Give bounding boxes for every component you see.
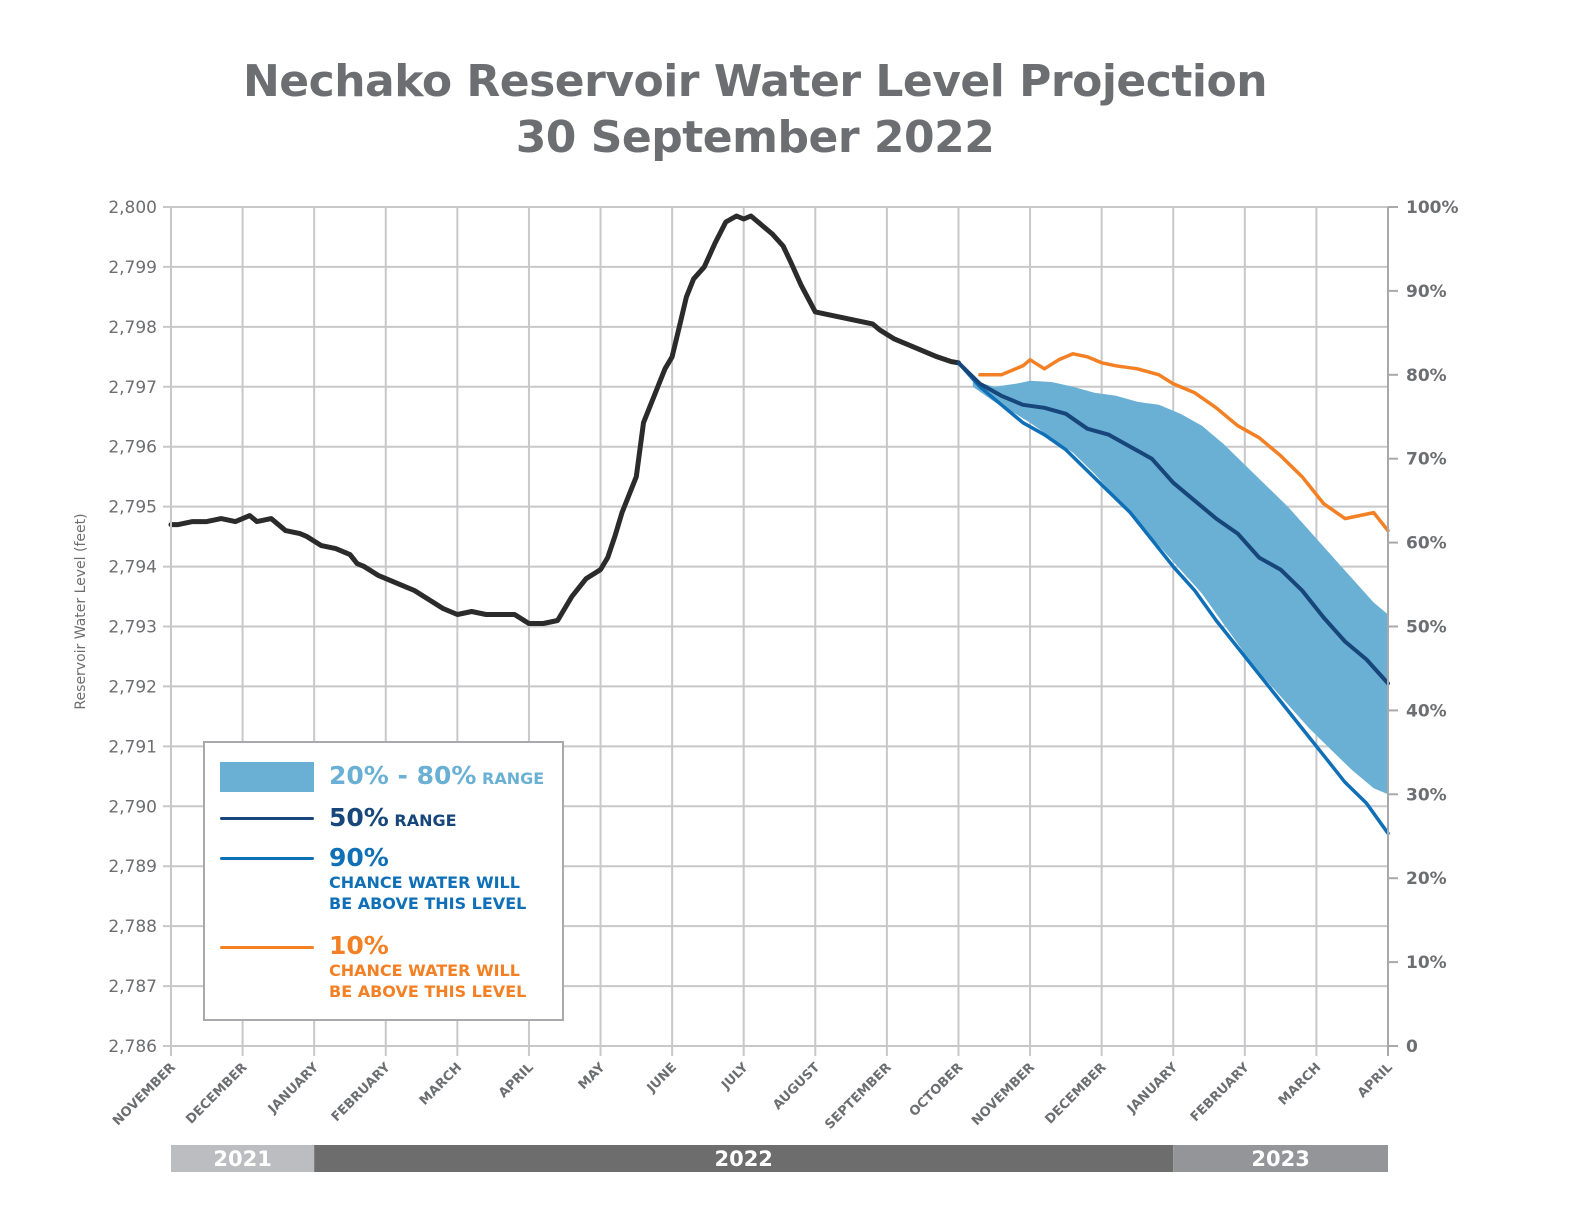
legend-p10-line2: BE ABOVE THIS LEVEL <box>329 982 527 1001</box>
x-tick-label: JULY <box>718 1060 752 1094</box>
y-tick-label: 2,798 <box>108 318 157 338</box>
legend-label-p10: 10% CHANCE WATER WILL BE ABOVE THIS LEVE… <box>329 931 526 1002</box>
legend-label-band: 20% - 80% RANGE <box>329 761 544 790</box>
legend-label-median: 50% RANGE <box>329 803 457 832</box>
y-tick-label: 2,790 <box>108 797 157 817</box>
x-tick-label: JUNE <box>644 1060 680 1096</box>
series-lines <box>168 213 1390 836</box>
legend: 20% - 80% RANGE 50% RANGE 90% CHANCE WAT… <box>203 741 564 1021</box>
historical-line <box>168 213 961 626</box>
legend-median-pct: 50% <box>329 803 389 832</box>
right-tick-label: 90% <box>1406 282 1447 302</box>
x-tick-label: JANUARY <box>1124 1060 1181 1117</box>
p10-line <box>978 352 1390 533</box>
year-bar: 2021 2022 2023 <box>171 1145 1388 1172</box>
legend-p90-line1: CHANCE WATER WILL <box>329 873 520 892</box>
band-20-80 <box>972 380 1388 795</box>
y-tick-label: 2,795 <box>108 498 157 518</box>
chart-subtitle: 30 September 2022 <box>515 112 995 163</box>
year-band-2021 <box>171 1145 315 1172</box>
legend-band-pct: 20% - 80% <box>329 761 477 790</box>
y-tick-label: 2,797 <box>108 378 157 398</box>
median-line <box>956 360 1390 686</box>
x-tick-label: FEBRUARY <box>1188 1060 1253 1125</box>
year-label: 2021 <box>213 1147 271 1171</box>
year-band-2023 <box>1173 1145 1388 1172</box>
legend-swatch-p90 <box>220 857 314 860</box>
right-tick-label: 10% <box>1406 953 1447 973</box>
legend-swatch-median <box>220 817 314 820</box>
legend-p90-pct: 90% <box>329 843 389 872</box>
legend-p10-line1: CHANCE WATER WILL <box>329 961 520 980</box>
right-tick-label: 30% <box>1406 785 1447 805</box>
x-tick-label: MARCH <box>1276 1060 1324 1108</box>
right-tick-label: 20% <box>1406 869 1447 889</box>
y-tick-label: 2,788 <box>108 917 157 937</box>
right-tick-label: 70% <box>1406 450 1447 470</box>
y-axis-label: Reservoir Water Level (feet) <box>73 513 89 709</box>
y-tick-label: 2,796 <box>108 438 157 458</box>
x-tick-label: FEBRUARY <box>329 1060 394 1125</box>
band-20-80-area <box>972 380 1388 795</box>
legend-p90-line2: BE ABOVE THIS LEVEL <box>329 894 527 913</box>
x-tick-label: NOVEMBER <box>110 1060 179 1129</box>
y-tick-label: 2,794 <box>108 558 157 578</box>
right-tick-label: 40% <box>1406 701 1447 721</box>
legend-band-word: RANGE <box>482 769 545 788</box>
x-tick-label: APRIL <box>1355 1060 1396 1101</box>
y-tick-label: 2,789 <box>108 857 157 877</box>
year-label: 2022 <box>714 1147 772 1171</box>
y-tick-label: 2,786 <box>108 1037 157 1057</box>
right-tick-label: 50% <box>1406 618 1447 638</box>
x-tick-label: APRIL <box>496 1060 537 1101</box>
p90-line <box>956 361 1390 836</box>
chart-title: Nechako Reservoir Water Level Projection <box>242 56 1268 107</box>
year-label: 2023 <box>1251 1147 1309 1171</box>
x-tick-label: MAY <box>576 1060 609 1093</box>
x-tick-label: DECEMBER <box>183 1060 250 1127</box>
x-tick-label: NOVEMBER <box>969 1060 1038 1129</box>
x-tick-label: DECEMBER <box>1042 1060 1109 1127</box>
legend-swatch-p10 <box>220 946 314 949</box>
y-tick-label: 2,791 <box>108 737 157 757</box>
x-tick-label: OCTOBER <box>907 1060 967 1120</box>
legend-median-word: RANGE <box>394 811 457 830</box>
y-tick-label: 2,799 <box>108 258 157 278</box>
x-tick-label: JANUARY <box>265 1060 322 1117</box>
legend-label-p90: 90% CHANCE WATER WILL BE ABOVE THIS LEVE… <box>329 843 526 914</box>
x-tick-label: MARCH <box>417 1060 465 1108</box>
right-tick-label: 0 <box>1406 1037 1418 1057</box>
legend-swatch-band <box>220 762 314 792</box>
y-tick-label: 2,793 <box>108 618 157 638</box>
y-tick-label: 2,800 <box>108 198 157 218</box>
right-tick-label: 80% <box>1406 366 1447 386</box>
legend-p10-pct: 10% <box>329 931 389 960</box>
y-tick-label: 2,787 <box>108 977 157 997</box>
x-tick-label: AUGUST <box>770 1060 823 1113</box>
right-tick-label: 100% <box>1406 198 1459 218</box>
year-band-2022 <box>314 1145 1174 1172</box>
x-tick-label: SEPTEMBER <box>822 1060 894 1132</box>
right-tick-label: 60% <box>1406 534 1447 554</box>
y-tick-label: 2,792 <box>108 677 157 697</box>
